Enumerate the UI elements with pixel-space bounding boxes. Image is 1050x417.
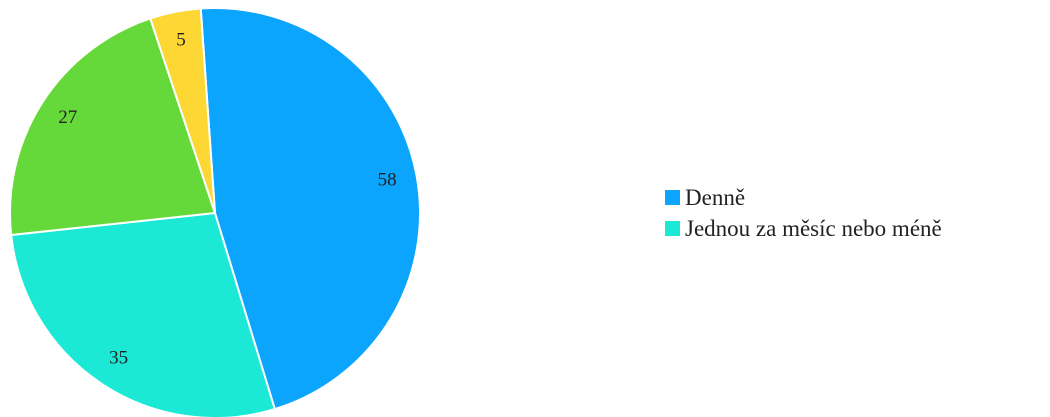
legend-label-denne: Denně (685, 184, 746, 210)
pie-value-label-2: 35 (109, 347, 128, 368)
pie-slice-4 (149, 7, 216, 214)
legend-swatch-jednou-za-mesic (665, 221, 680, 236)
pie-value-label-1: 58 (378, 170, 397, 191)
legend-swatch-denne (665, 190, 680, 205)
legend: Denně Jednou za měsíc nebo méně (665, 182, 942, 244)
legend-item-jednou-za-mesic: Jednou za měsíc nebo méně (665, 213, 942, 244)
pie-value-label-4: 5 (176, 30, 186, 51)
pie-value-label-3: 27 (58, 107, 77, 128)
legend-item-denne: Denně (665, 182, 942, 213)
pie-slice-2 (10, 211, 277, 417)
pie-slice-3 (9, 17, 217, 237)
pie-value-labels: 58 35 27 5 (58, 30, 396, 369)
pie-slices (9, 7, 421, 417)
pie-slice-1 (199, 7, 421, 411)
legend-label-jednou-za-mesic: Jednou za měsíc nebo méně (685, 215, 942, 241)
